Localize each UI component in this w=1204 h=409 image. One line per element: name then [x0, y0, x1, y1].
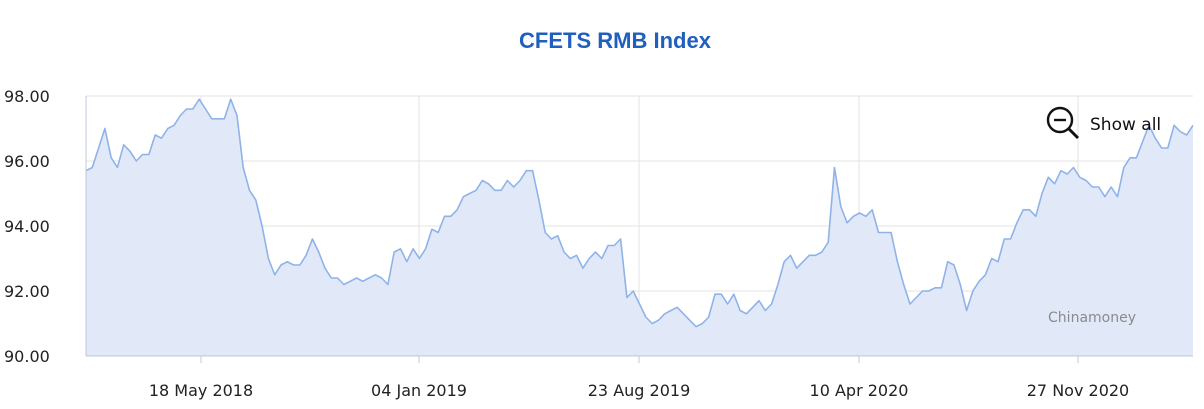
show-all-label: Show all	[1090, 115, 1162, 135]
y-tick-label: 92.00	[4, 282, 50, 301]
show-all-button[interactable]: Show all	[1046, 106, 1162, 145]
chart-title: CFETS RMB Index	[519, 28, 711, 53]
x-tick-label: 10 Apr 2020	[810, 381, 909, 400]
y-tick-label: 98.00	[4, 87, 50, 106]
y-tick-label: 90.00	[4, 347, 50, 366]
series-area	[86, 99, 1193, 356]
y-tick-label: 96.00	[4, 152, 50, 171]
series-line[interactable]	[85, 98, 1194, 328]
zoom-out-icon	[1046, 106, 1080, 145]
credit-label[interactable]: Chinamoney	[1048, 310, 1136, 326]
x-tick-label: 18 May 2018	[149, 381, 253, 400]
axes: 90.00 92.00 94.00 96.00 98.00 18 May 2018 04 J…	[4, 87, 1193, 400]
x-tick-label: 04 Jan 2019	[371, 381, 467, 400]
y-tick-label: 94.00	[4, 217, 50, 236]
x-tick-label: 27 Nov 2020	[1027, 381, 1129, 400]
series-layer[interactable]	[84, 97, 1196, 356]
x-tick-label: 23 Aug 2019	[588, 381, 691, 400]
